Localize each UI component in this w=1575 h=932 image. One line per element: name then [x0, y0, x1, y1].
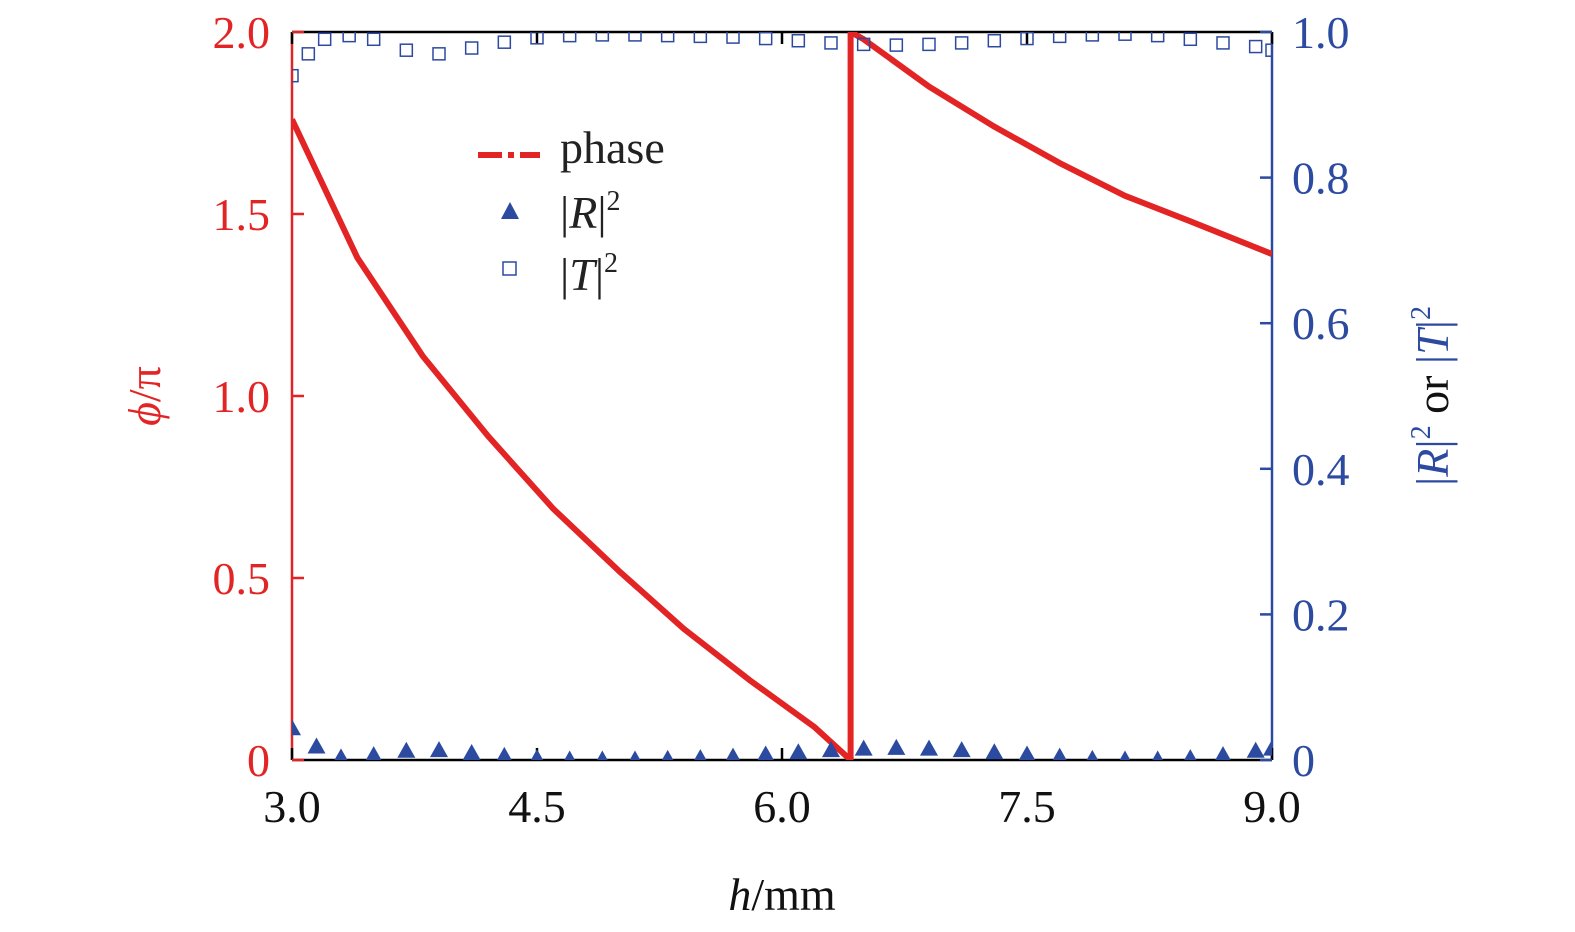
- right-tick-label: 1.0: [1292, 7, 1350, 58]
- transmit-point: [1216, 36, 1230, 50]
- legend-phase-label: phase: [560, 122, 665, 173]
- transmit-point: [660, 32, 675, 43]
- right-axis-ticks: 0 0.2 0.4 0.6 0.8 1.0: [1260, 7, 1350, 786]
- transmit-point: [791, 33, 806, 48]
- phase-curve: [292, 32, 1272, 760]
- legend-reflect-label: |R|2: [560, 186, 621, 238]
- reflect-point: [629, 750, 641, 760]
- left-axis-title: ϕ/π: [119, 366, 170, 426]
- reflect-point: [430, 741, 448, 758]
- left-tick-label: 1.5: [213, 189, 271, 240]
- transmit-point: [987, 33, 1002, 48]
- legend-reflect-swatch: [501, 202, 519, 219]
- reflect-point: [757, 745, 774, 760]
- legend-entry-transmit: |T|2: [502, 248, 618, 300]
- transmit-point: [464, 41, 479, 55]
- x-tick-label: 9.0: [1243, 781, 1301, 832]
- reflect-point: [822, 741, 840, 758]
- reflect-point: [1263, 739, 1272, 756]
- transmit-point: [824, 36, 838, 50]
- right-tick-label: 0.4: [1292, 444, 1350, 495]
- transmit-point: [317, 32, 332, 47]
- transmit-point: [1020, 32, 1034, 46]
- reflect-point: [307, 737, 326, 754]
- left-axis-ticks: 0 0.5 1.0 1.5 2.0: [213, 7, 304, 786]
- transmit-point: [342, 32, 356, 43]
- left-tick-label: 0.5: [213, 553, 271, 604]
- legend-entry-reflect: |R|2: [501, 186, 621, 238]
- reflect-point: [952, 741, 971, 758]
- transmit-point: [856, 37, 871, 52]
- reflect-point: [397, 741, 416, 758]
- x-tick-label: 6.0: [753, 781, 811, 832]
- reflect-point: [1152, 750, 1163, 760]
- transmit-point: [1183, 32, 1198, 47]
- right-tick-label: 0.6: [1292, 298, 1350, 349]
- right-axis-title: |R|2 or |T|2: [1406, 306, 1458, 486]
- transmit-point: [1265, 43, 1272, 57]
- reflect-point: [1052, 747, 1067, 760]
- series-layer: [292, 32, 1272, 760]
- reflect-point: [985, 743, 1004, 760]
- transmit-point: [366, 32, 381, 47]
- transmit-point: [292, 68, 299, 83]
- reflect-point: [564, 750, 575, 760]
- x-axis-ticks: 3.0 4.5 6.0 7.5 9.0: [263, 32, 1301, 832]
- reflect-point: [920, 739, 938, 756]
- reflect-point: [530, 749, 544, 760]
- reflect-point: [1119, 750, 1131, 760]
- transmit-point: [1150, 32, 1165, 43]
- reflect-point: [694, 749, 707, 760]
- transmit-point: [530, 32, 544, 45]
- legend-transmit-label: |T|2: [560, 248, 618, 300]
- x-axis-title: h/mm: [728, 869, 836, 920]
- transmit-point: [1118, 32, 1132, 41]
- transmit-point: [1052, 32, 1067, 44]
- reflect-point: [854, 739, 873, 756]
- legend: phase |R|2 |T|2: [478, 122, 665, 300]
- legend-entry-phase: phase: [478, 122, 665, 173]
- reflect-point: [789, 743, 808, 760]
- reflect-point: [496, 746, 512, 760]
- legend-transmit-swatch: [502, 261, 517, 276]
- transmit-point: [1085, 32, 1100, 42]
- reflect-point: [1018, 745, 1036, 760]
- transmit-point: [693, 32, 708, 44]
- transmit-point: [954, 36, 969, 50]
- x-tick-label: 4.5: [508, 781, 566, 832]
- transmit-point: [922, 37, 936, 52]
- transmit-point: [628, 32, 642, 42]
- transmit-point: [562, 32, 577, 43]
- reflect-point: [334, 748, 348, 760]
- reflect-point: [1215, 746, 1231, 760]
- left-tick-label: 2.0: [213, 7, 271, 58]
- transmit-point: [432, 47, 446, 61]
- reflect-point: [462, 743, 481, 760]
- reflect-point: [887, 738, 906, 755]
- transmit-point: [399, 43, 414, 57]
- transmit-point: [758, 32, 773, 46]
- transmit-point: [1248, 39, 1263, 54]
- transmit-point: [595, 32, 610, 42]
- reflect-point: [726, 747, 740, 760]
- left-tick-label: 0: [247, 735, 270, 786]
- reflect-point: [1246, 741, 1265, 758]
- reflect-point: [1184, 749, 1197, 760]
- reflect-point: [292, 719, 301, 736]
- right-tick-label: 0.2: [1292, 589, 1350, 640]
- reflect-point: [365, 746, 382, 760]
- reflect-point: [661, 749, 674, 760]
- reflect-point: [1086, 749, 1099, 760]
- right-tick-label: 0: [1292, 735, 1315, 786]
- left-tick-label: 1.0: [213, 371, 271, 422]
- transmit-point: [497, 35, 512, 49]
- reflect-point: [597, 750, 608, 760]
- transmit-point: [301, 47, 316, 61]
- transmit-point: [889, 38, 904, 52]
- x-tick-label: 7.5: [998, 781, 1056, 832]
- x-tick-label: 3.0: [263, 781, 321, 832]
- right-tick-label: 0.8: [1292, 153, 1350, 204]
- transmit-point: [726, 32, 740, 44]
